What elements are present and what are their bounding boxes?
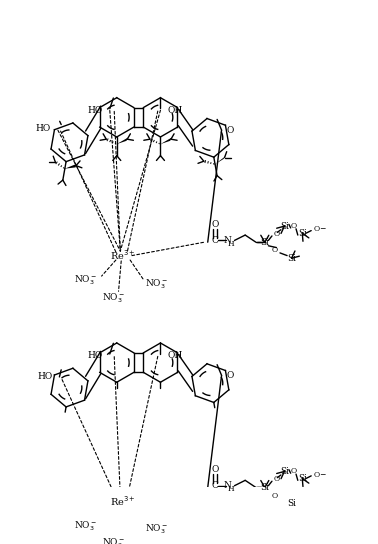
Text: O: O	[273, 475, 279, 484]
Text: O: O	[290, 222, 296, 230]
Text: Re$^{3+}$: Re$^{3+}$	[110, 494, 136, 508]
Text: O: O	[273, 230, 279, 238]
Text: NO$_3^-$: NO$_3^-$	[145, 523, 169, 536]
Text: N: N	[223, 481, 231, 490]
Text: NO$_3^-$: NO$_3^-$	[74, 519, 97, 533]
Text: HO: HO	[36, 124, 51, 133]
Text: O: O	[211, 220, 218, 229]
Text: Si: Si	[280, 221, 289, 231]
Text: O: O	[226, 371, 233, 380]
Text: C: C	[211, 236, 218, 245]
Text: Si: Si	[287, 499, 296, 508]
Text: N: N	[223, 236, 231, 245]
Text: O$-$: O$-$	[313, 469, 327, 479]
Polygon shape	[117, 138, 128, 144]
Polygon shape	[160, 138, 172, 144]
Text: O: O	[271, 246, 278, 254]
Text: Si: Si	[280, 467, 289, 476]
Polygon shape	[215, 156, 226, 164]
Text: OH: OH	[167, 106, 183, 115]
Text: HO: HO	[87, 106, 103, 115]
Text: NO$_3^-$: NO$_3^-$	[74, 274, 97, 287]
Text: O: O	[211, 465, 218, 474]
Text: Si: Si	[287, 254, 296, 263]
Text: Si: Si	[260, 238, 269, 246]
Text: NO$_3^-$: NO$_3^-$	[102, 537, 125, 544]
Text: Si: Si	[260, 483, 269, 492]
Text: NO$_3^-$: NO$_3^-$	[145, 277, 169, 291]
Text: O$-$: O$-$	[313, 224, 327, 233]
Text: HO: HO	[87, 351, 103, 360]
Text: HO: HO	[37, 373, 52, 381]
Text: Si: Si	[298, 229, 307, 238]
Text: C: C	[211, 481, 218, 490]
Text: O: O	[290, 467, 296, 475]
Text: H: H	[228, 485, 234, 493]
Text: H: H	[228, 240, 234, 248]
Text: Re$^{3+}$: Re$^{3+}$	[110, 249, 136, 262]
Text: Si: Si	[298, 474, 307, 483]
Text: O: O	[271, 491, 278, 499]
Text: OH: OH	[167, 351, 183, 360]
Polygon shape	[65, 164, 76, 169]
Text: NO$_3^-$: NO$_3^-$	[102, 292, 125, 305]
Text: O: O	[226, 126, 233, 134]
